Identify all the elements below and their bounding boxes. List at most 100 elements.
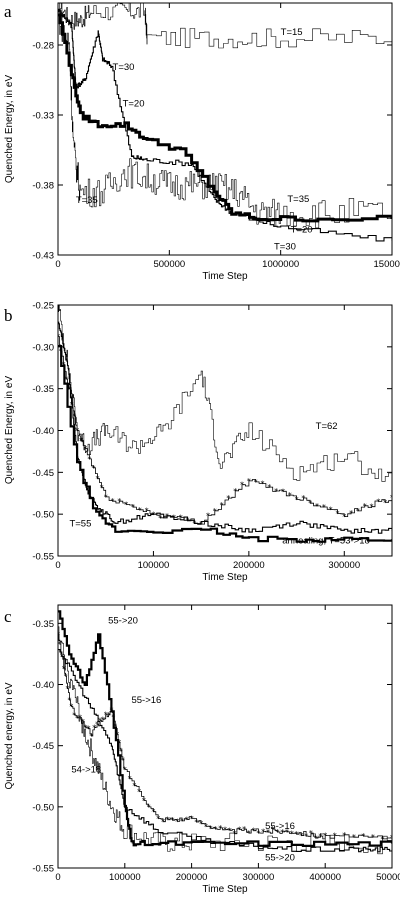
star-marker: *	[131, 503, 135, 512]
star-marker: *	[247, 829, 251, 838]
y-tick-label: -0.35	[32, 619, 54, 630]
star-marker: *	[247, 477, 251, 486]
series-line-T-15	[59, 3, 392, 49]
x-tick-label: 200000	[176, 872, 208, 883]
annotation-label: T=20	[291, 225, 313, 236]
star-marker: *	[383, 498, 387, 507]
plot-area: ****************************************…	[58, 610, 392, 855]
star-marker: *	[271, 825, 275, 834]
star-marker: *	[240, 481, 244, 490]
star-marker: *	[119, 747, 123, 756]
star-marker: *	[147, 803, 151, 812]
annotation-label: T=30	[274, 241, 296, 252]
series-line-54-18	[58, 626, 392, 855]
star-marker: *	[75, 714, 79, 723]
star-marker: *	[66, 685, 70, 694]
x-axis-label: Time Step	[202, 271, 248, 282]
y-axis-label: Quenched energy, in eV	[4, 682, 15, 789]
star-marker: *	[308, 499, 312, 508]
annotation-label: T=30	[113, 62, 135, 73]
star-marker: *	[132, 782, 136, 791]
star-marker: *	[104, 493, 108, 502]
y-tick-label: -0.55	[32, 864, 54, 875]
star-marker: *	[361, 832, 365, 841]
star-marker: *	[70, 400, 74, 409]
star-marker: *	[67, 385, 71, 394]
star-marker: *	[335, 509, 339, 518]
star-marker: *	[266, 828, 270, 837]
star-marker: *	[79, 436, 83, 445]
star-marker: *	[117, 497, 121, 506]
star-marker: *	[109, 706, 113, 715]
y-axis-label: Quenched Energy, in eV	[4, 376, 15, 485]
star-marker: *	[175, 817, 179, 826]
star-marker: *	[329, 506, 333, 515]
star-marker: *	[260, 480, 264, 489]
star-marker: *	[156, 815, 160, 824]
star-marker: *	[161, 818, 165, 827]
star-marker: *	[352, 833, 356, 842]
star-marker: *	[117, 738, 121, 747]
chart-panel-b: b*************** * * * * * * * * * * * * * ******* * * * *…	[4, 301, 394, 583]
series-line-55-20	[58, 649, 392, 853]
y-tick-label: -0.40	[32, 426, 54, 437]
star-marker: *	[75, 427, 79, 436]
star-marker: *	[72, 412, 76, 421]
star-marker: *	[87, 455, 91, 464]
star-marker: *	[92, 724, 96, 733]
star-marker: *	[81, 717, 85, 726]
series-line-annealing-T-53-18	[58, 345, 392, 543]
y-tick-label: -0.50	[32, 802, 54, 813]
star-marker: *	[158, 514, 162, 523]
star-marker: *	[128, 775, 132, 784]
y-tick-label: -0.40	[32, 680, 54, 691]
series-line-stars	[58, 336, 392, 525]
chart-panel-a: a 0 500000 1000000 1500000 -0.43 -0.38 -0.33 -0.…	[4, 2, 400, 282]
star-marker: *	[223, 826, 227, 835]
annotation-label: T=62	[316, 421, 338, 432]
star-marker: *	[314, 834, 318, 843]
star-marker: *	[180, 817, 184, 826]
star-marker: *	[91, 464, 95, 473]
star-marker: *	[370, 503, 374, 512]
series-line-T-35	[58, 12, 392, 229]
x-tick-label: 0	[55, 259, 60, 270]
x-tick-label: 0	[55, 872, 60, 883]
star-marker: *	[390, 493, 394, 502]
star-marker: *	[172, 513, 176, 522]
x-tick-label: 300000	[243, 872, 275, 883]
y-tick-label: -0.33	[32, 111, 54, 122]
y-tick-label: -0.28	[32, 41, 54, 52]
annotation-label: T=35	[287, 194, 309, 205]
star-marker: *	[138, 506, 142, 515]
plot-frame	[57, 604, 393, 869]
star-marker: *	[186, 516, 190, 525]
star-marker: *	[288, 491, 292, 500]
y-tick-label: -0.25	[32, 301, 54, 312]
star-marker: *	[363, 502, 367, 511]
star-marker: *	[145, 507, 149, 516]
series-line-55-16	[58, 634, 392, 840]
star-marker: *	[62, 665, 66, 674]
star-marker: *	[256, 829, 260, 838]
star-marker: *	[100, 484, 104, 493]
star-marker: *	[261, 827, 265, 836]
star-marker: *	[179, 513, 183, 522]
star-marker: *	[280, 828, 284, 837]
x-tick-label: 500000	[376, 872, 400, 883]
star-marker: *	[166, 816, 170, 825]
y-tick-label: -0.35	[32, 384, 54, 395]
star-marker: *	[115, 731, 119, 740]
x-tick-label: 500000	[153, 259, 185, 270]
star-marker: *	[61, 361, 65, 370]
y-tick-label: -0.38	[32, 181, 54, 192]
star-marker: *	[295, 496, 299, 505]
star-marker: *	[206, 511, 210, 520]
annotation-label: T=15	[281, 27, 303, 38]
star-marker: *	[89, 732, 93, 741]
star-marker: *	[274, 487, 278, 496]
x-tick-label: 200000	[233, 560, 265, 571]
star-marker: *	[199, 520, 203, 529]
x-tick-label: 0	[55, 560, 60, 571]
